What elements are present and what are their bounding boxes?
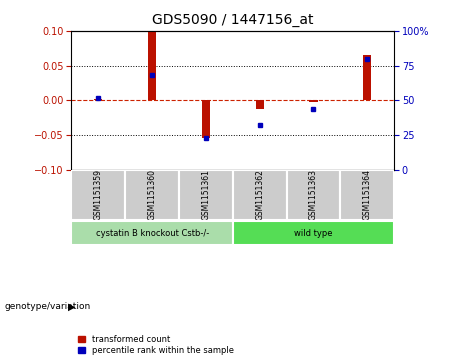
Bar	[256, 100, 264, 109]
Bar	[309, 100, 318, 102]
Bar	[148, 32, 156, 100]
FancyBboxPatch shape	[125, 170, 179, 220]
FancyBboxPatch shape	[71, 221, 233, 245]
FancyBboxPatch shape	[71, 170, 125, 220]
Text: GSM1151360: GSM1151360	[148, 169, 157, 220]
Text: wild type: wild type	[294, 229, 333, 238]
Text: GSM1151359: GSM1151359	[94, 169, 103, 220]
FancyBboxPatch shape	[233, 170, 287, 220]
Bar	[363, 55, 371, 100]
Text: GSM1151364: GSM1151364	[363, 169, 372, 220]
Text: GSM1151363: GSM1151363	[309, 169, 318, 220]
Text: cystatin B knockout Cstb-/-: cystatin B knockout Cstb-/-	[95, 229, 209, 238]
Text: GSM1151362: GSM1151362	[255, 169, 264, 220]
FancyBboxPatch shape	[179, 170, 233, 220]
Bar	[202, 100, 210, 138]
Text: genotype/variation: genotype/variation	[5, 302, 91, 311]
Legend: transformed count, percentile rank within the sample: transformed count, percentile rank withi…	[78, 335, 234, 355]
Text: ▶: ▶	[68, 302, 76, 312]
FancyBboxPatch shape	[340, 170, 394, 220]
FancyBboxPatch shape	[287, 170, 340, 220]
FancyBboxPatch shape	[233, 221, 394, 245]
Text: GSM1151361: GSM1151361	[201, 169, 210, 220]
Title: GDS5090 / 1447156_at: GDS5090 / 1447156_at	[152, 13, 313, 27]
Bar	[95, 99, 102, 100]
